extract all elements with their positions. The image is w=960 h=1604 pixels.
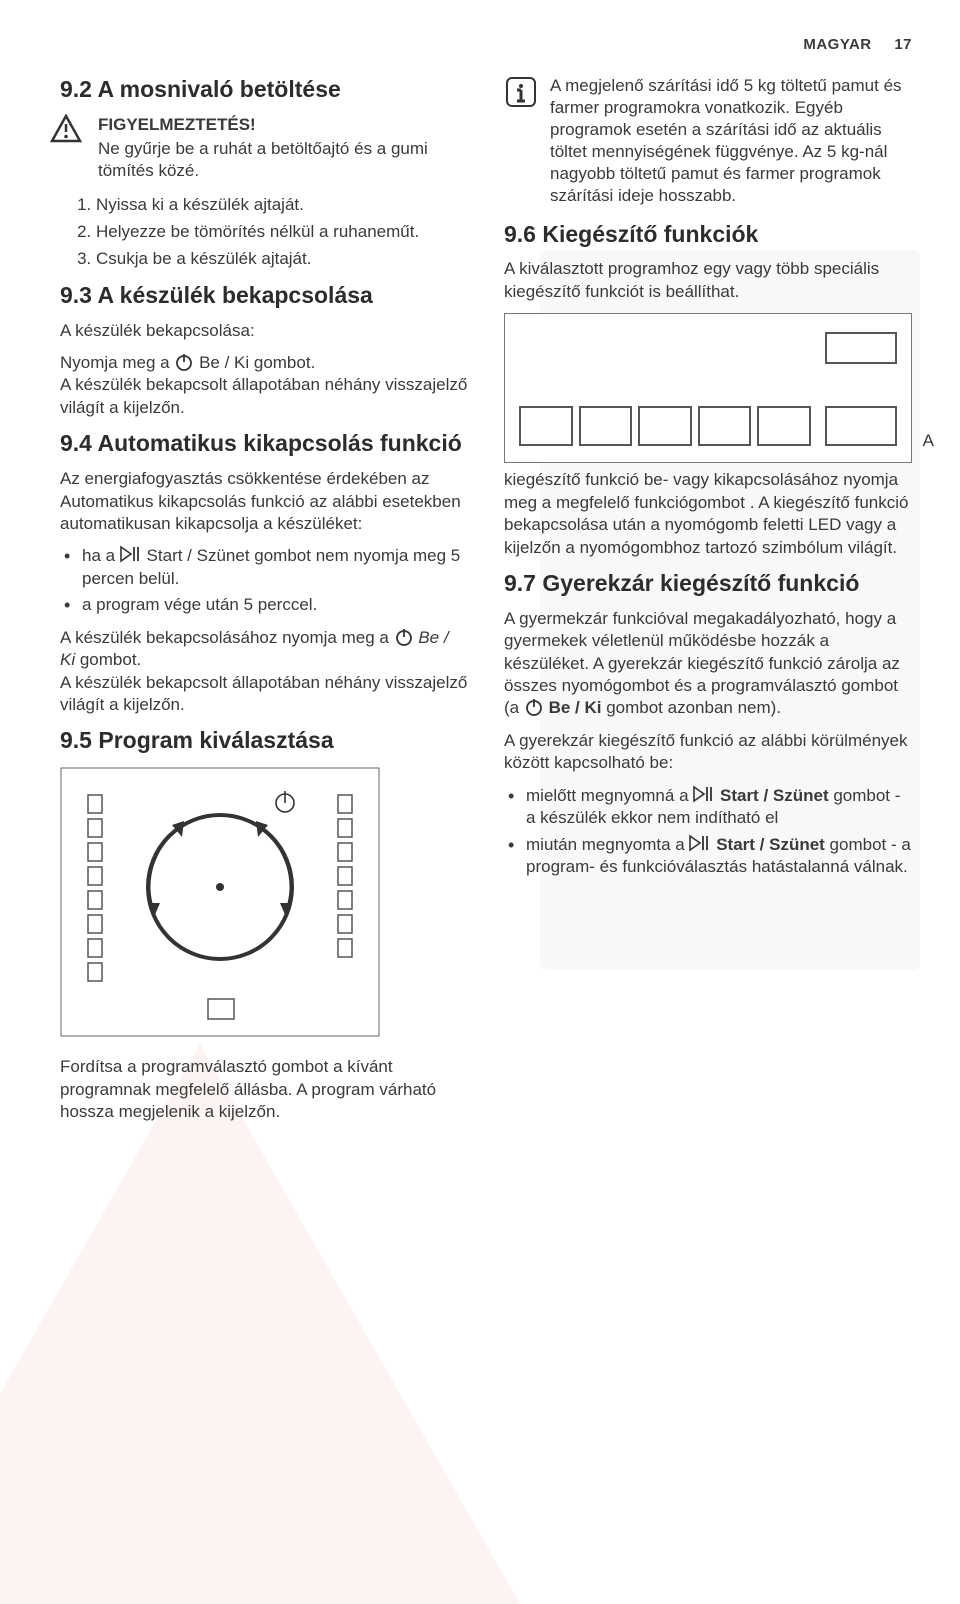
heading-9-7: 9.7 Gyerekzár kiegészítő funkció bbox=[504, 569, 912, 598]
heading-9-2: 9.2 A mosnivaló betöltése bbox=[60, 75, 468, 104]
p-9-5-text: Fordítsa a programválasztó gombot a kívá… bbox=[60, 1056, 468, 1123]
step-3: Csukja be a készülék ajtaját. bbox=[96, 248, 468, 271]
p-9-4-on-a: A készülék bekapcsolásához nyomja meg a bbox=[60, 628, 394, 647]
bullet-9-4-1a: ha a bbox=[82, 546, 120, 565]
bullet-9-4-2: a program vége után 5 perccel. bbox=[60, 594, 468, 616]
panel-btn bbox=[519, 406, 573, 446]
bullets-9-4: ha a Start / Szünet gombot nem nyomja me… bbox=[60, 545, 468, 616]
panel-btn bbox=[757, 406, 811, 446]
play-pause-icon bbox=[120, 545, 142, 563]
panel-figure-wrap: A bbox=[504, 313, 912, 463]
bullet-9-4-1: ha a Start / Szünet gombot nem nyomja me… bbox=[60, 545, 468, 590]
bullet-9-7-1: mielőtt megnyomná a Start / Szünet gombo… bbox=[504, 785, 912, 830]
step-2: Helyezze be tömörítés nélkül a ruhaneműt… bbox=[96, 221, 468, 244]
p-9-7-cond: A gyerekzár kiegészítő funkció az alábbi… bbox=[504, 730, 912, 775]
info-block: A megjelenő szárítási idő 5 kg töltetű p… bbox=[504, 75, 912, 208]
page-content: MAGYAR 17 9.2 A mosnivaló betöltése FIGY… bbox=[0, 0, 960, 1174]
p-9-7c: gombot azonban nem). bbox=[601, 698, 781, 717]
b972b: Start / Szünet bbox=[716, 835, 825, 854]
power-icon bbox=[174, 352, 194, 372]
power-icon bbox=[394, 627, 414, 647]
heading-9-3: 9.3 A készülék bekapcsolása bbox=[60, 281, 468, 310]
play-pause-icon bbox=[689, 834, 711, 852]
panel-btn bbox=[638, 406, 692, 446]
header-page-number: 17 bbox=[894, 36, 912, 53]
bullets-9-7: mielőtt megnyomná a Start / Szünet gombo… bbox=[504, 785, 912, 879]
page-header: MAGYAR 17 bbox=[60, 36, 912, 53]
panel-btn bbox=[579, 406, 633, 446]
panel-buttons-row bbox=[519, 406, 811, 446]
right-column: A megjelenő szárítási idő 5 kg töltetű p… bbox=[504, 75, 912, 1134]
b972a: miután megnyomta a bbox=[526, 835, 689, 854]
heading-9-4: 9.4 Automatikus kikapcsolás funkció bbox=[60, 429, 468, 458]
header-language: MAGYAR bbox=[803, 36, 871, 53]
program-dial-figure bbox=[60, 767, 380, 1042]
panel-display bbox=[825, 332, 897, 364]
p-9-4-intro: Az energiafogyasztás csökkentése érdekéb… bbox=[60, 468, 468, 535]
p-9-3-intro: A készülék bekapcsolása: bbox=[60, 320, 468, 342]
left-column: 9.2 A mosnivaló betöltése FIGYELMEZTETÉS… bbox=[60, 75, 468, 1134]
p-9-3-press-b: Be / Ki gombot. bbox=[199, 353, 315, 372]
play-pause-icon bbox=[693, 785, 715, 803]
b971a: mielőtt megnyomná a bbox=[526, 786, 693, 805]
p-9-6-desc: kiegészítő funkció be- vagy kikapcsolásá… bbox=[504, 469, 912, 559]
p-9-4-on-c: gombot. bbox=[75, 650, 141, 669]
warning-body: FIGYELMEZTETÉS! Ne gyűrje be a ruhát a b… bbox=[98, 114, 468, 182]
warning-title: FIGYELMEZTETÉS! bbox=[98, 114, 468, 136]
p-9-7-intro: A gyermekzár funkcióval megakadályozható… bbox=[504, 608, 912, 720]
b971b: Start / Szünet bbox=[720, 786, 829, 805]
info-icon bbox=[504, 75, 538, 109]
power-icon bbox=[524, 697, 544, 717]
bullet-9-7-2: miután megnyomta a Start / Szünet gombot… bbox=[504, 834, 912, 879]
two-column-layout: 9.2 A mosnivaló betöltése FIGYELMEZTETÉS… bbox=[60, 75, 912, 1134]
p-9-3-state: A készülék bekapcsolt állapotában néhány… bbox=[60, 375, 467, 416]
steps-9-2: Nyissa ki a készülék ajtaját. Helyezze b… bbox=[96, 194, 468, 271]
p-9-7b: Be / Ki bbox=[549, 698, 602, 717]
control-panel-figure bbox=[504, 313, 912, 463]
panel-big-button bbox=[825, 406, 897, 446]
p-9-3-press-a: Nyomja meg a bbox=[60, 353, 174, 372]
p-9-4-on: A készülék bekapcsolásához nyomja meg a … bbox=[60, 627, 468, 717]
warning-text: Ne gyűrje be a ruhát a betöltőajtó és a … bbox=[98, 139, 428, 180]
p-9-4-state: A készülék bekapcsolt állapotában néhány… bbox=[60, 673, 467, 714]
heading-9-5: 9.5 Program kiválasztása bbox=[60, 726, 468, 755]
p-9-3-press: Nyomja meg a Be / Ki gombot. A készülék … bbox=[60, 352, 468, 419]
step-1: Nyissa ki a készülék ajtaját. bbox=[96, 194, 468, 217]
warning-icon bbox=[50, 114, 82, 144]
warning-block: FIGYELMEZTETÉS! Ne gyűrje be a ruhát a b… bbox=[98, 114, 468, 182]
panel-label-A: A bbox=[923, 431, 934, 451]
heading-9-6: 9.6 Kiegészítő funkciók bbox=[504, 220, 912, 249]
p-9-6-intro: A kiválasztott programhoz egy vagy több … bbox=[504, 258, 912, 303]
info-text: A megjelenő szárítási idő 5 kg töltetű p… bbox=[550, 75, 912, 208]
panel-btn bbox=[698, 406, 752, 446]
